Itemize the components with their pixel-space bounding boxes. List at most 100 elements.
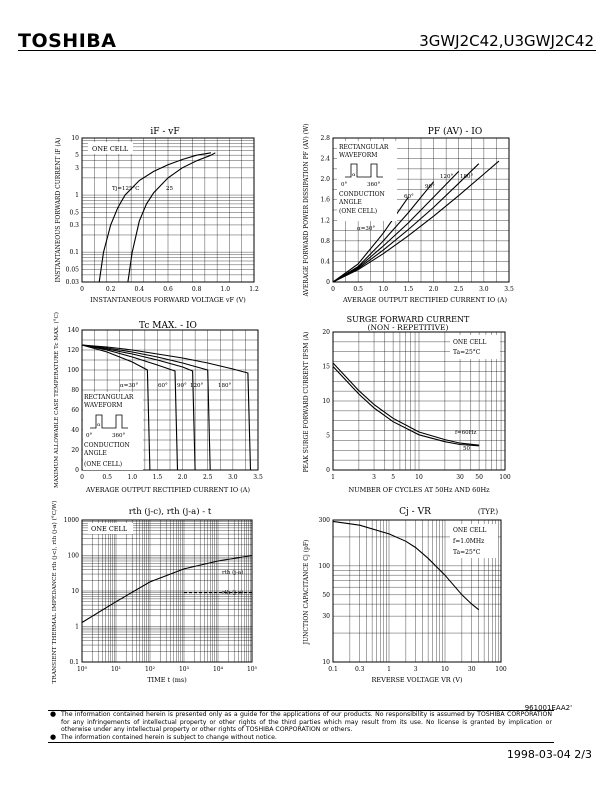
y-tick-label: 10	[71, 135, 79, 142]
legend-rectangular: RECTANGULAR	[339, 144, 389, 151]
y-tick-label: 100	[319, 563, 331, 570]
y-tick-label: 2.8	[320, 135, 330, 142]
x-tick-label: 10	[441, 666, 449, 673]
label-90deg: 90°	[177, 383, 187, 389]
x-ticks: 0 0.2 0.4 0.6 0.8 1.0 1.2	[80, 286, 259, 293]
y-tick-label: 0	[326, 467, 330, 474]
x-tick-label: 3.0	[479, 286, 489, 293]
x-ticks: 1 3 5 10 30 50 100	[331, 474, 511, 481]
legend-bg	[337, 141, 397, 221]
legend-rectangular: RECTANGULAR	[84, 394, 134, 401]
waveform-legend: RECTANGULAR WAVEFORM 0° α 360° CONDUCTIO…	[337, 141, 397, 221]
y-tick-label: 1000	[64, 517, 79, 524]
chart-subtitle: (TYP.)	[478, 508, 499, 516]
x-tick-label: 100	[495, 666, 507, 673]
y-tick-label: 1	[75, 624, 79, 631]
x-tick-label: 50	[475, 474, 483, 481]
series-group	[98, 152, 216, 283]
series-line	[332, 160, 500, 283]
legend-360deg: 360°	[367, 182, 380, 188]
label-60deg: 60°	[404, 194, 414, 200]
legend-waveform: WAVEFORM	[84, 402, 122, 409]
y-tick-label: 0.4	[320, 258, 330, 265]
label-180deg: 180°	[218, 383, 231, 389]
chart-title: SURGE FORWARD CURRENT	[347, 315, 470, 324]
y-ticks: 0.03 0.05 0.1 0.3 0.5 1 3 5 10	[66, 135, 80, 286]
series-line	[98, 152, 212, 283]
annotation-bg	[450, 524, 498, 558]
series-line	[81, 344, 252, 471]
y-tick-label: 0.5	[69, 209, 79, 216]
chart-subtitle: (NON - REPETITIVE)	[368, 323, 449, 332]
x-tick-label: 10¹	[111, 666, 121, 673]
disclaimer-rule	[48, 710, 554, 711]
y-axis-label: PEAK SURGE FORWARD CURRENT IFSM (A)	[303, 332, 310, 473]
x-tick-label: 0.2	[106, 286, 116, 293]
y-tick-label: 20	[71, 447, 79, 454]
y-tick-label: 1	[75, 192, 79, 199]
label-30deg: α=30°	[357, 226, 375, 232]
y-tick-label: 1.2	[320, 217, 330, 224]
label-90deg: 90°	[425, 184, 435, 190]
bullet-icon: ●	[50, 710, 57, 718]
part-number: 3GWJ2C42,U3GWJ2C42	[419, 32, 594, 50]
y-tick-label: 120	[68, 347, 80, 354]
annotation-tj: Tj=125°C	[112, 186, 139, 192]
legend-conduction: CONDUCTION	[84, 442, 130, 449]
grid	[332, 332, 505, 470]
y-tick-label: 50	[322, 592, 330, 599]
x-tick-label: 0	[80, 286, 84, 293]
y-tick-label: 20	[322, 329, 330, 336]
x-tick-label: 0.1	[328, 666, 338, 673]
annotation-ta: Ta=25°C	[453, 349, 481, 356]
y-tick-label: 0.05	[66, 266, 80, 273]
series-line	[127, 152, 216, 283]
legend-angle: ANGLE	[83, 450, 107, 457]
chart-surge: SURGE FORWARD CURRENT (NON - REPETITIVE)…	[303, 315, 511, 494]
x-tick-label: 1.5	[404, 286, 414, 293]
y-tick-label: 100	[68, 553, 80, 560]
chart-title: Tc MAX. - IO	[139, 321, 197, 331]
y-tick-label: 1.6	[320, 197, 330, 204]
series-group	[332, 362, 480, 447]
x-tick-label: 3.5	[253, 474, 263, 481]
x-tick-label: 2.5	[203, 474, 213, 481]
x-tick-label: 1	[387, 666, 391, 673]
annotation-25: 25	[166, 186, 173, 192]
y-tick-label: 2.4	[320, 156, 330, 163]
series-group	[81, 344, 252, 471]
footer-rule	[48, 742, 554, 743]
series-line	[81, 344, 151, 471]
series-line	[81, 344, 211, 471]
y-tick-label: 0.03	[66, 279, 80, 286]
series-line	[81, 554, 253, 623]
x-tick-label: 10⁴	[213, 666, 224, 673]
grid	[82, 138, 254, 283]
y-ticks: 10 30 50 100 300	[319, 517, 331, 666]
x-tick-label: 100	[499, 474, 511, 481]
label-50hz: 50	[463, 446, 470, 452]
label-60deg: 60°	[158, 383, 168, 389]
label-30deg: α=30°	[120, 383, 138, 389]
disclaimer: ● The information contained herein is pre…	[50, 710, 552, 742]
x-tick-label: 0.8	[192, 286, 202, 293]
y-tick-label: 5	[75, 152, 79, 159]
disclaimer-text-1: The information contained herein is pres…	[61, 711, 552, 734]
x-axis-label: REVERSE VOLTAGE VR (V)	[371, 676, 462, 684]
annotation-bg	[88, 142, 133, 154]
legend-0deg: 0°	[341, 182, 347, 188]
chart-if-vf: iF - vF 0 0.2 0.4 0.6 0.8 1.0 1.2 0.030.050.10…	[55, 127, 259, 304]
x-tick-label: 0.3	[355, 666, 365, 673]
disclaimer-item: ● The information contained herein is sub…	[50, 733, 552, 742]
label-120deg: 120°	[440, 174, 453, 180]
legend-0deg: 0°	[86, 433, 92, 439]
annotation-one-cell: ONE CELL	[453, 527, 486, 534]
label-60hz: f=60Hz	[455, 430, 476, 436]
y-tick-label: 0.3	[69, 222, 79, 229]
x-tick-label: 1.0	[221, 286, 231, 293]
x-tick-label: 1.0	[128, 474, 138, 481]
chart-title: iF - vF	[150, 127, 179, 137]
waveform-icon	[345, 163, 383, 178]
y-axis-label: AVERAGE FORWARD POWER DISSIPATION PF (AV…	[303, 123, 310, 297]
series-line	[81, 344, 196, 471]
